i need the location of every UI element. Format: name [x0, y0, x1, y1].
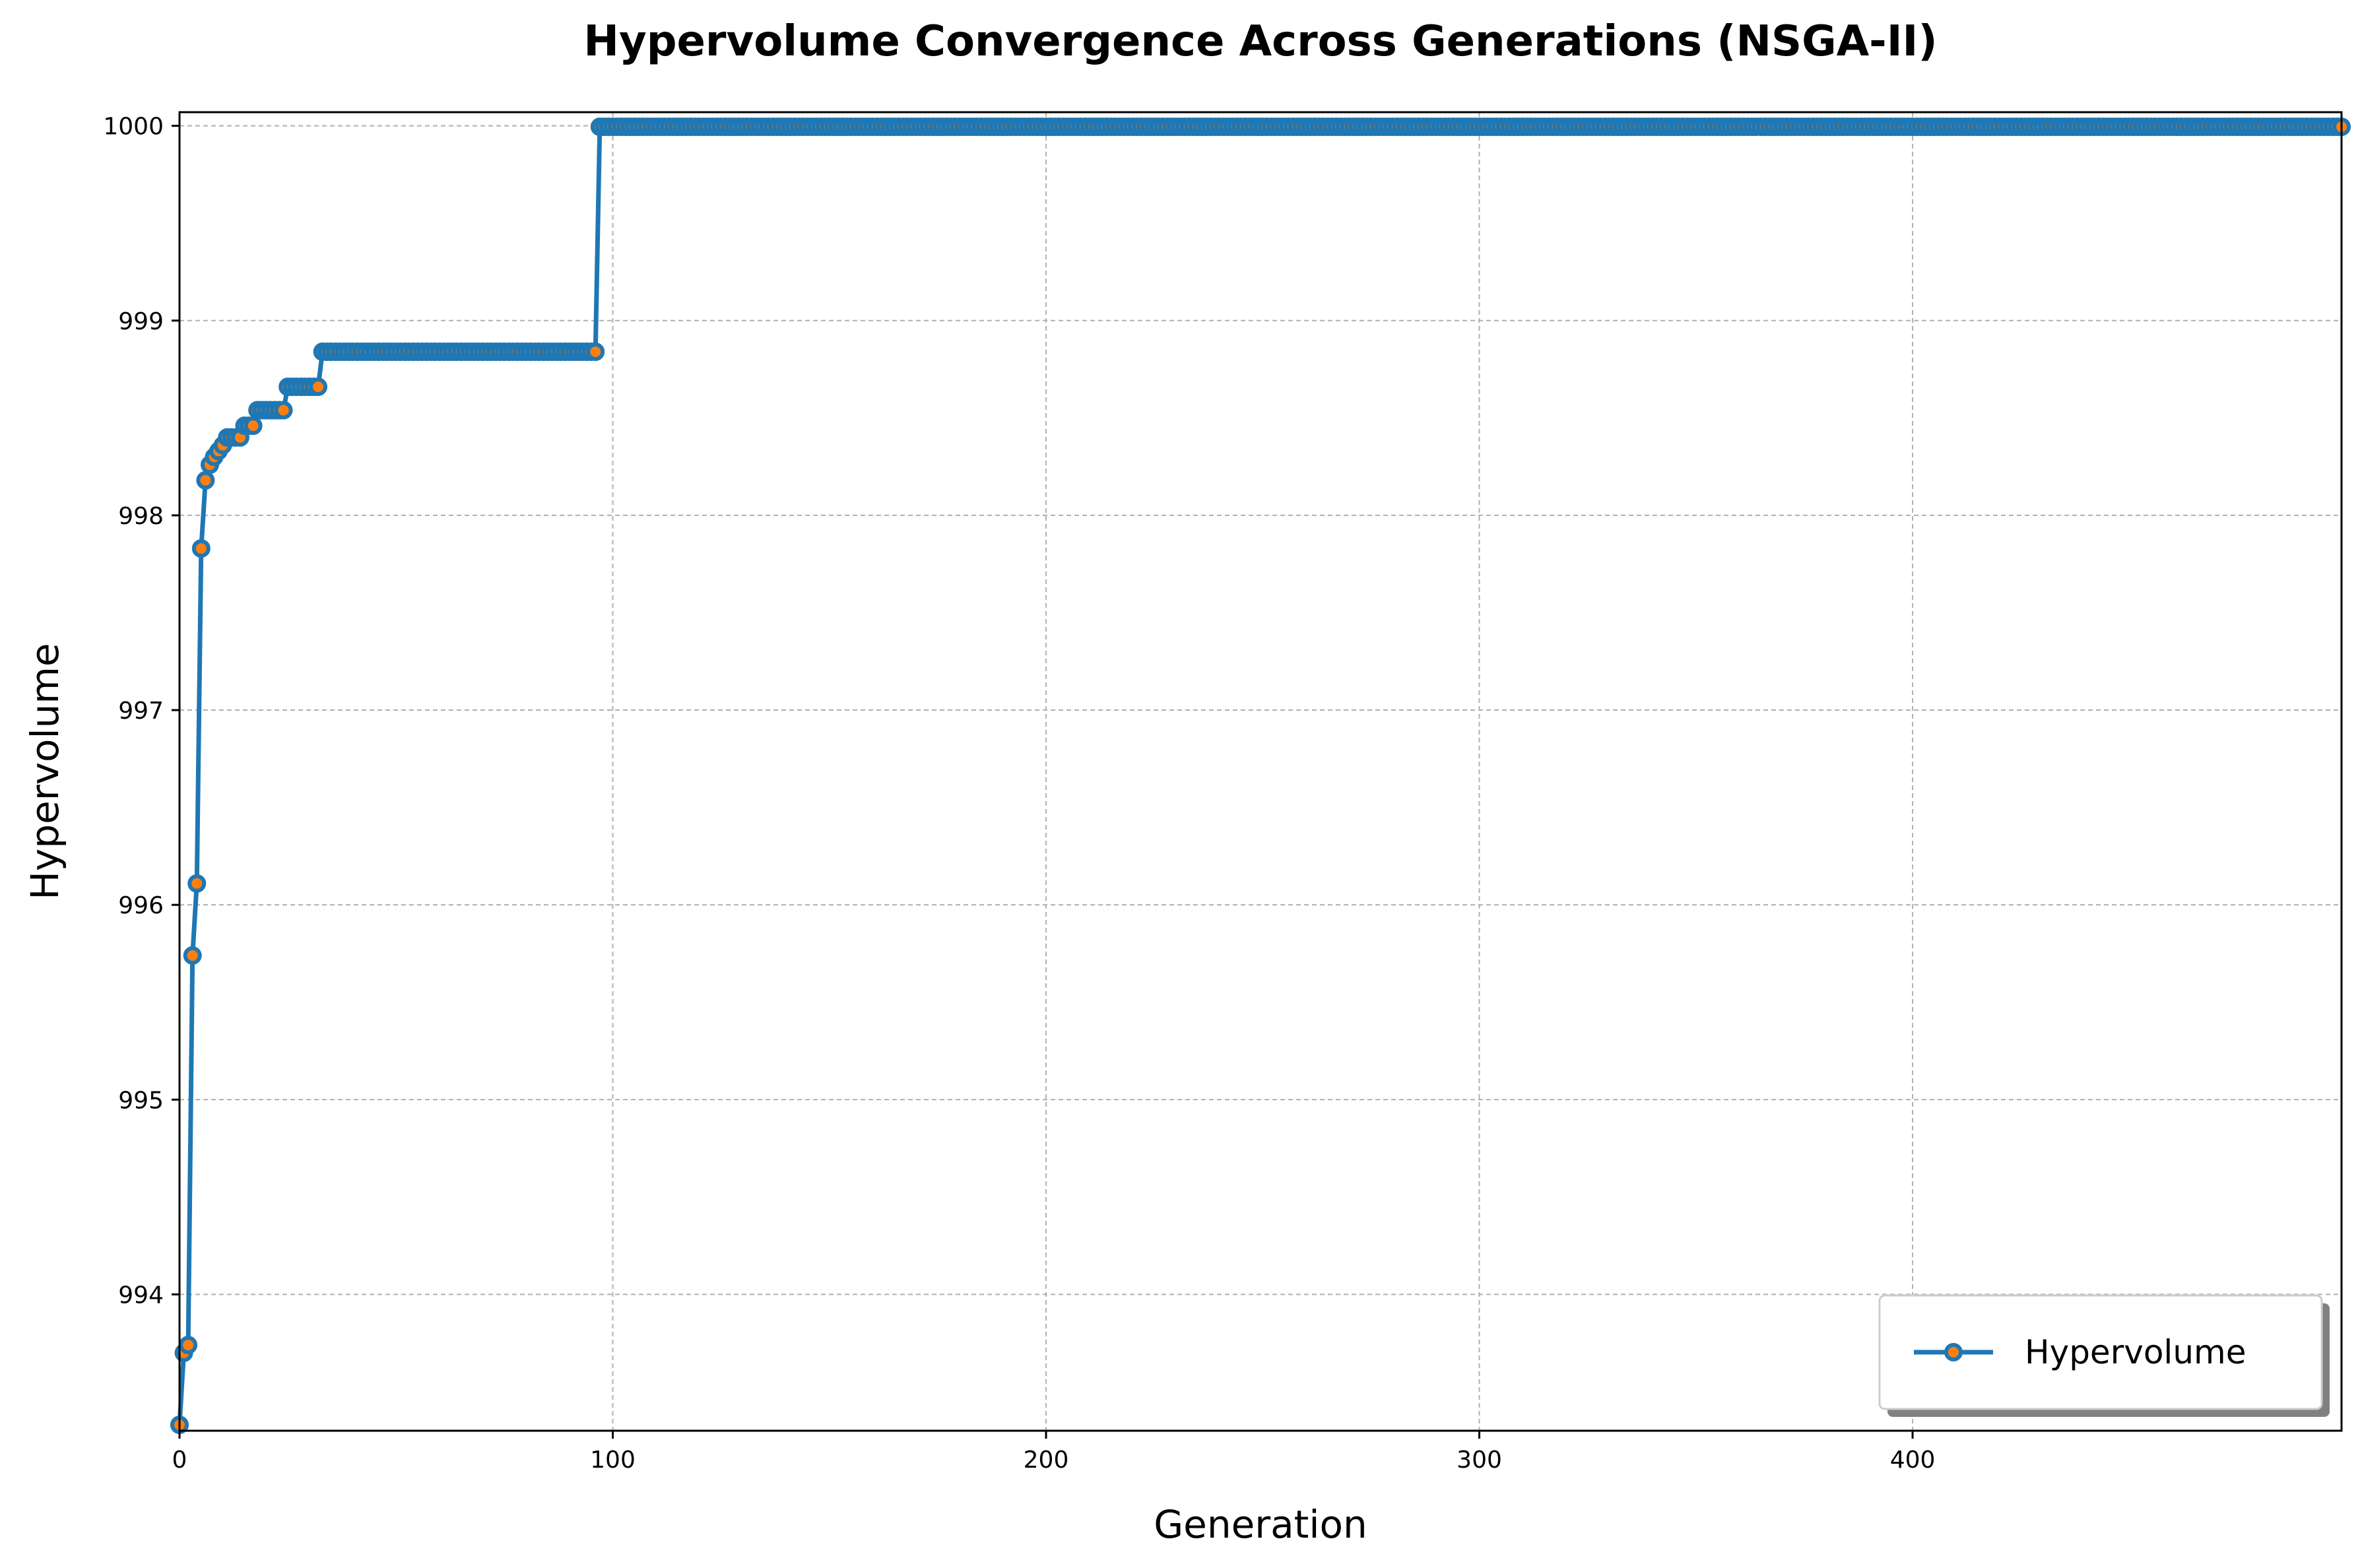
- data-point: [274, 401, 293, 420]
- data-point: [191, 539, 211, 558]
- y-axis-label: Hypervolume: [22, 643, 67, 899]
- y-tick-label: 994: [118, 1282, 164, 1309]
- y-tick-label: 995: [118, 1087, 164, 1114]
- legend-box: [1878, 1294, 2323, 1410]
- x-tick-label: 0: [172, 1447, 187, 1474]
- y-tick-label: 999: [118, 308, 164, 335]
- legend: Hypervolume: [1878, 1294, 2330, 1417]
- data-point: [179, 1336, 198, 1355]
- legend-label-hypervolume: Hypervolume: [2025, 1333, 2246, 1371]
- series-hypervolume: [170, 117, 2351, 1435]
- x-tick-label: 200: [1024, 1447, 1069, 1474]
- x-tick-label: 300: [1457, 1447, 1502, 1474]
- y-tick-label: 997: [118, 698, 164, 725]
- ticks: 0 100 200 300 400 994 995 996 997 998 999 1000: [103, 114, 1935, 1474]
- chart-title: Hypervolume Convergence Across Generatio…: [583, 17, 1937, 66]
- data-point: [309, 377, 328, 397]
- data-point: [244, 416, 263, 436]
- data-point: [196, 471, 215, 490]
- data-point: [187, 874, 207, 893]
- x-tick-label: 100: [590, 1447, 636, 1474]
- data-point: [183, 946, 202, 965]
- y-tick-label: 996: [118, 892, 164, 919]
- plot-frame: [178, 111, 2343, 1432]
- data-point: [586, 343, 605, 361]
- y-tick-label: 998: [118, 503, 164, 530]
- x-tick-label: 400: [1890, 1447, 1936, 1474]
- plot-area: [180, 112, 2342, 1431]
- legend-marker: [1944, 1343, 1963, 1361]
- y-tick-label: 1000: [103, 114, 164, 141]
- x-axis-label: Generation: [1154, 1502, 1367, 1547]
